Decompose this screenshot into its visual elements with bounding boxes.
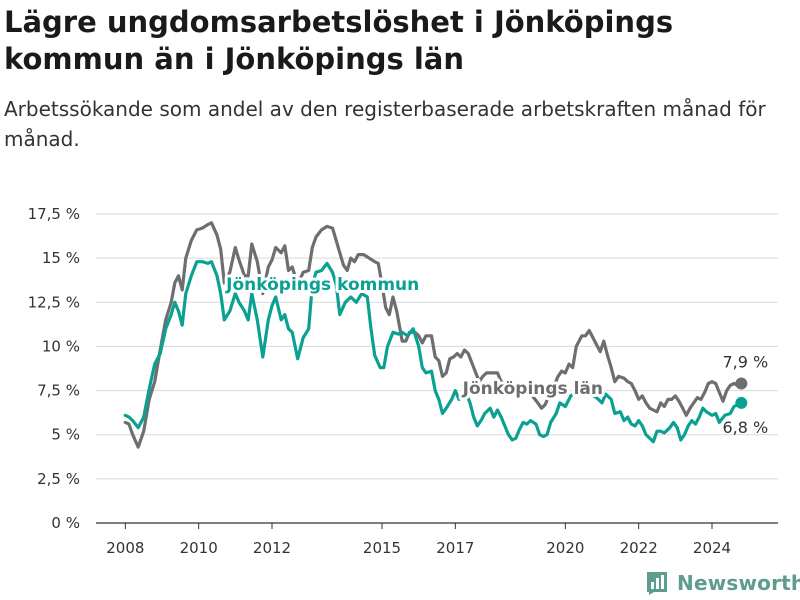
y-tick-label: 0 % xyxy=(51,514,80,532)
x-tick-label: 2017 xyxy=(436,539,474,557)
brand-name: Newsworthy xyxy=(677,571,800,595)
series-end-dot-lan xyxy=(735,377,748,390)
series-label-lan: Jönköpings län xyxy=(462,379,603,399)
x-tick-label: 2008 xyxy=(106,539,144,557)
end-value-label-lan: 7,9 % xyxy=(722,353,768,372)
gridlines xyxy=(96,213,778,524)
x-tick-label: 2012 xyxy=(253,539,291,557)
y-tick-label: 15 % xyxy=(42,249,80,267)
y-tick-label: 5 % xyxy=(51,426,80,444)
series-line-lan xyxy=(123,221,743,449)
series-label-kommun: Jönköpings kommun xyxy=(225,275,419,295)
chart-subtitle: Arbetssökande som andel av den registerb… xyxy=(4,97,766,151)
series-lines xyxy=(123,221,748,449)
x-tick-label: 2022 xyxy=(620,539,658,557)
end-value-label-kommun: 6,8 % xyxy=(722,418,768,437)
series-label-halo-lan: Jönköpings län xyxy=(462,379,603,399)
x-tick-label: 2024 xyxy=(693,539,731,557)
axes: 0 % 2,5 % 5 % 7,5 % 10 % 12,5 % 15 % 17,5 % 2008… xyxy=(28,205,732,557)
y-tick-label: 7,5 % xyxy=(37,382,80,400)
y-tick-label: 17,5 % xyxy=(28,205,80,223)
x-tick-label: 2010 xyxy=(180,539,218,557)
y-tick-label: 10 % xyxy=(42,337,80,355)
series-line-kommun xyxy=(123,260,743,444)
x-tick-label: 2020 xyxy=(546,539,584,557)
chart-title: Lägre ungdomsarbetslöshet i Jönköpings k… xyxy=(4,5,674,76)
newsworthy-logo-icon xyxy=(647,572,667,595)
series-end-dot-kommun xyxy=(735,396,748,409)
brand-logo: Newsworthy xyxy=(644,568,800,598)
y-tick-label: 12,5 % xyxy=(28,293,80,311)
y-tick-label: 2,5 % xyxy=(37,470,80,488)
series-label-halo-kommun: Jönköpings kommun xyxy=(225,275,419,295)
x-tick-label: 2015 xyxy=(363,539,401,557)
